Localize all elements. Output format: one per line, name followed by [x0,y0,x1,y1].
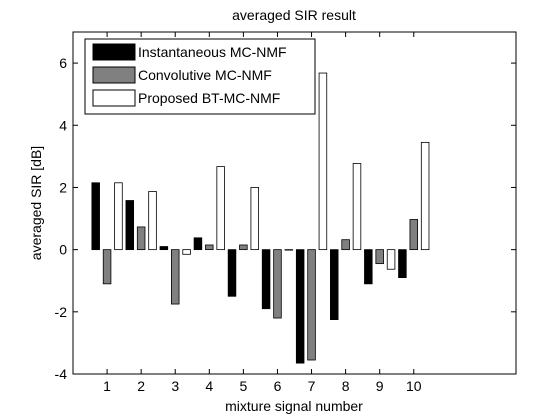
bar-series1-8 [330,249,339,320]
bar-series3-9 [386,249,396,270]
legend-label-3: Proposed BT-MC-NMF [138,90,280,106]
bar-series2-9 [375,249,384,265]
bar-series2-7 [307,249,316,361]
x-axis-title: mixture signal number [225,398,363,414]
x-tick-label: 7 [308,378,316,394]
legend-label-1: Instantaneous MC-NMF [138,44,287,60]
bar-series3-7 [318,72,328,251]
bar-series1-6 [261,249,271,310]
bar-series1-1 [91,182,100,251]
bar-series3-5 [250,187,259,251]
x-tick-label: 2 [137,378,145,394]
x-tick-label: 10 [406,378,422,394]
bar-series1-9 [364,249,373,285]
bar-series3-8 [352,163,362,251]
bar-series3-1 [114,182,123,251]
bar-series1-4 [193,237,203,251]
bar-series2-2 [136,226,146,251]
legend-label-2: Convolutive MC-NMF [138,67,272,83]
y-tick-label: 2 [59,179,67,195]
bar-series3-6 [284,249,294,251]
bar-series3-10 [420,141,430,251]
bars-layer [91,72,430,364]
x-tick-label: 1 [103,378,111,394]
y-tick-label: 0 [59,242,67,258]
x-tick-label: 6 [274,378,282,394]
x-tick-label: 9 [376,378,384,394]
plot-border [72,31,517,375]
y-axis-title: averaged SIR [dB] [28,146,44,260]
y-tick-label: -4 [55,366,68,382]
y-tick-label: -2 [55,304,68,320]
x-tick-label: 4 [205,378,213,394]
bar-series3-4 [216,166,225,251]
x-tick-label: 3 [171,378,179,394]
x-tick-label: 8 [342,378,350,394]
bar-series2-1 [102,249,112,285]
bar-series2-8 [341,239,350,251]
legend-swatch-3 [92,89,136,107]
axes-layer: -4 -2 0 2 4 6 1 2 3 4 5 6 7 8 9 10 [55,32,516,394]
bar-series2-10 [409,219,419,251]
bar-series3-2 [148,191,157,251]
legend-swatch-1 [92,43,136,61]
bar-series1-2 [125,200,135,251]
legend-swatch-2 [92,66,136,84]
bar-series1-5 [227,249,237,297]
chart-title: averaged SIR result [232,7,356,23]
bar-series2-4 [205,244,214,251]
bar-series1-7 [295,249,305,364]
bar-series2-6 [273,249,282,319]
bar-series3-3 [182,249,191,255]
bar-series2-5 [239,244,248,251]
bar-series1-3 [159,246,169,251]
y-tick-label: 4 [59,117,67,133]
y-tick-label: 6 [59,55,67,71]
legend: Instantaneous MC-NMF Convolutive MC-NMF Pr… [84,38,316,115]
bar-series1-10 [398,249,407,279]
x-tick-label: 5 [239,378,247,394]
bar-series2-3 [170,249,180,305]
